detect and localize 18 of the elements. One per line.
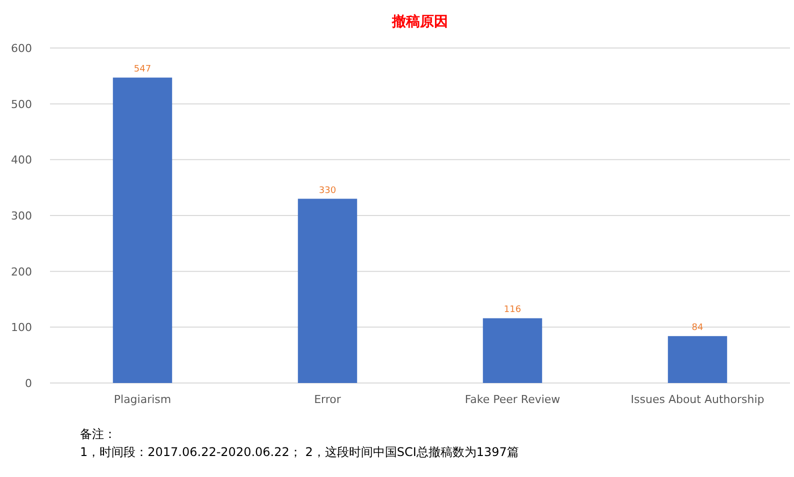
x-tick-label: Issues About Authorship <box>630 393 764 406</box>
data-label: 116 <box>504 305 522 316</box>
x-tick-label: Plagiarism <box>114 393 172 406</box>
y-tick-label: 500 <box>11 98 32 111</box>
data-label: 330 <box>318 186 336 196</box>
y-tick-label: 100 <box>11 321 32 334</box>
data-label: 84 <box>692 323 704 334</box>
x-tick-label: Error <box>314 393 342 406</box>
y-tick-label: 400 <box>11 154 32 167</box>
y-tick-label: 200 <box>11 265 32 278</box>
x-tick-label: Fake Peer Review <box>464 393 560 406</box>
y-tick-label: 0 <box>25 377 32 390</box>
data-label: 547 <box>134 64 152 75</box>
text: 1，时间段：2017.06.22-2020.06.22； 2，这段时间中国SCI总撤稿数为1397篇 <box>80 445 519 459</box>
title: 撤稿原因 <box>392 14 448 30</box>
text: 备注： <box>80 427 116 441</box>
y-tick-label: 600 <box>11 42 32 55</box>
y-tick-label: 300 <box>11 210 32 222</box>
